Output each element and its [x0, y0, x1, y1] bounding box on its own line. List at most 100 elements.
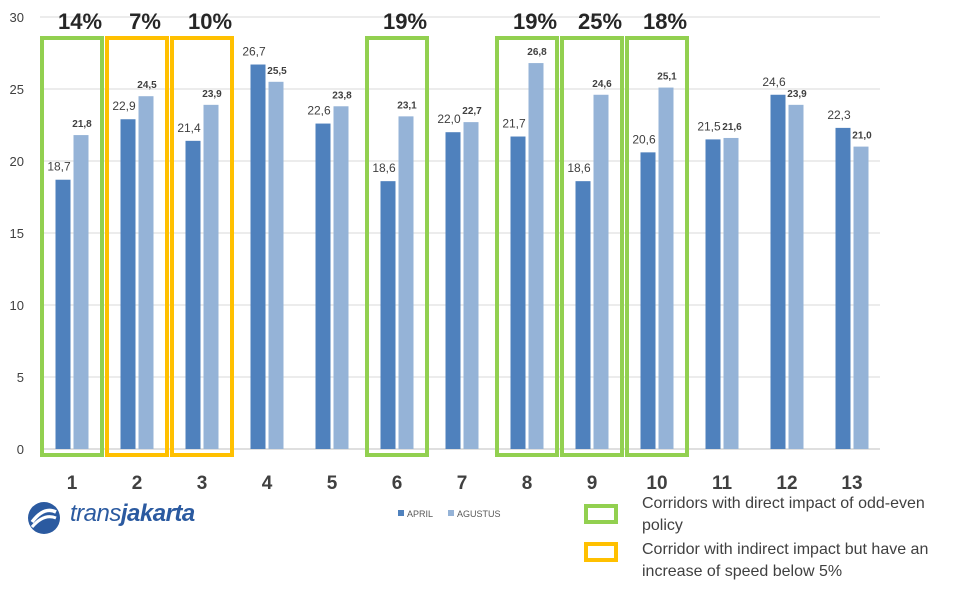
x-tick-label: 2	[132, 473, 143, 494]
bar-april	[380, 181, 396, 449]
y-tick-label: 20	[10, 154, 24, 169]
y-tick-label: 25	[10, 82, 24, 97]
bar-agustus	[73, 135, 89, 449]
key-indirect-text: Corridor with indirect impact but have a…	[642, 541, 929, 580]
data-label-april: 26,7	[242, 45, 266, 59]
bar-agustus	[853, 146, 869, 449]
x-tick-label: 11	[712, 473, 733, 494]
highlight-box-indirect	[105, 36, 169, 457]
data-label-agustus: 26,8	[527, 47, 547, 58]
data-label-agustus: 21,6	[722, 122, 742, 133]
x-tick-label: 12	[776, 473, 797, 494]
bar-agustus	[138, 96, 154, 449]
data-label-april: 22,0	[437, 112, 461, 126]
bar-april	[835, 127, 851, 449]
y-tick-label: 10	[10, 298, 24, 313]
increase-percent-label: 10%	[188, 9, 232, 34]
highlight-box-direct	[365, 36, 429, 457]
x-tick-label: 8	[522, 473, 533, 494]
increase-percent-label: 19%	[513, 9, 557, 34]
highlight-box-indirect	[170, 36, 234, 457]
bar-april	[55, 179, 71, 449]
data-label-april: 20,6	[632, 132, 656, 146]
legend-label-april: APRIL	[407, 509, 433, 519]
data-label-april: 21,5	[697, 119, 721, 133]
y-tick-label: 30	[10, 10, 24, 25]
x-tick-label: 3	[197, 473, 208, 494]
x-tick-label: 7	[457, 473, 468, 494]
key-direct-text: Corridors with direct impact of odd-even…	[642, 495, 925, 534]
bar-april	[575, 181, 591, 449]
y-tick-label: 15	[10, 226, 24, 241]
data-label-april: 18,7	[47, 160, 71, 174]
data-label-agustus: 21,0	[852, 131, 872, 142]
bar-april	[185, 140, 201, 449]
y-tick-label: 0	[17, 442, 24, 457]
bar-april	[640, 152, 656, 450]
bar-agustus	[398, 116, 414, 450]
bar-april	[705, 139, 721, 449]
bar-agustus	[463, 122, 479, 450]
data-label-april: 18,6	[372, 161, 396, 175]
x-tick-label: 1	[67, 473, 78, 494]
bar-agustus	[723, 137, 739, 449]
data-label-agustus: 23,9	[202, 89, 222, 100]
bar-agustus	[203, 104, 219, 449]
bar-agustus	[788, 104, 804, 449]
data-label-april: 21,7	[502, 117, 526, 131]
data-label-april: 24,6	[762, 75, 786, 89]
increase-percent-label: 14%	[58, 9, 102, 34]
bar-april	[770, 94, 786, 449]
data-label-agustus: 23,8	[332, 90, 352, 101]
data-label-agustus: 22,7	[462, 106, 482, 117]
logo-text: transjakarta	[70, 500, 195, 528]
bar-agustus	[593, 94, 609, 449]
increase-percent-label: 7%	[129, 9, 161, 34]
data-label-agustus: 25,1	[657, 72, 677, 83]
highlight-box-direct	[560, 36, 624, 457]
bar-agustus	[528, 63, 544, 450]
transjakarta-logo: transjakarta	[26, 498, 226, 538]
legend-swatch-april	[398, 510, 404, 516]
bar-agustus	[333, 106, 349, 449]
x-tick-label: 6	[392, 473, 403, 494]
data-label-agustus: 23,9	[787, 89, 807, 100]
transjakarta-logo-icon	[28, 502, 60, 534]
increase-percent-label: 19%	[383, 9, 427, 34]
logo-text-jakarta: jakarta	[120, 500, 195, 527]
data-label-april: 21,4	[177, 121, 201, 135]
data-label-april: 18,6	[567, 161, 591, 175]
legend-swatch-agustus	[448, 510, 454, 516]
increase-percent-label: 25%	[578, 9, 622, 34]
key-direct-swatch	[584, 504, 618, 524]
bar-april	[445, 132, 461, 449]
x-tick-label: 9	[587, 473, 598, 494]
highlight-box-direct	[40, 36, 104, 457]
data-label-agustus: 21,8	[72, 119, 92, 130]
key-indirect-swatch	[584, 542, 618, 562]
x-tick-label: 4	[262, 473, 273, 494]
data-label-april: 22,6	[307, 104, 331, 118]
data-label-agustus: 24,5	[137, 80, 157, 91]
x-tick-label: 13	[841, 473, 862, 494]
legend-label-agustus: AGUSTUS	[457, 509, 501, 519]
logo-text-trans: trans	[70, 500, 121, 527]
increase-percent-label: 18%	[643, 9, 687, 34]
x-tick-label: 5	[327, 473, 338, 494]
x-tick-label: 10	[646, 473, 667, 494]
data-label-april: 22,3	[827, 108, 851, 122]
bar-agustus	[658, 87, 674, 449]
highlight-box-direct	[625, 36, 689, 457]
highlight-box-direct	[495, 36, 559, 457]
bar-april	[315, 123, 331, 449]
bar-agustus	[268, 81, 284, 450]
data-label-agustus: 25,5	[267, 66, 287, 77]
data-label-agustus: 24,6	[592, 79, 612, 90]
data-label-agustus: 23,1	[397, 100, 417, 111]
y-tick-label: 5	[17, 370, 24, 385]
bar-april	[510, 136, 526, 449]
bar-april	[120, 119, 136, 450]
data-label-april: 22,9	[112, 99, 136, 113]
bar-april	[250, 64, 266, 450]
